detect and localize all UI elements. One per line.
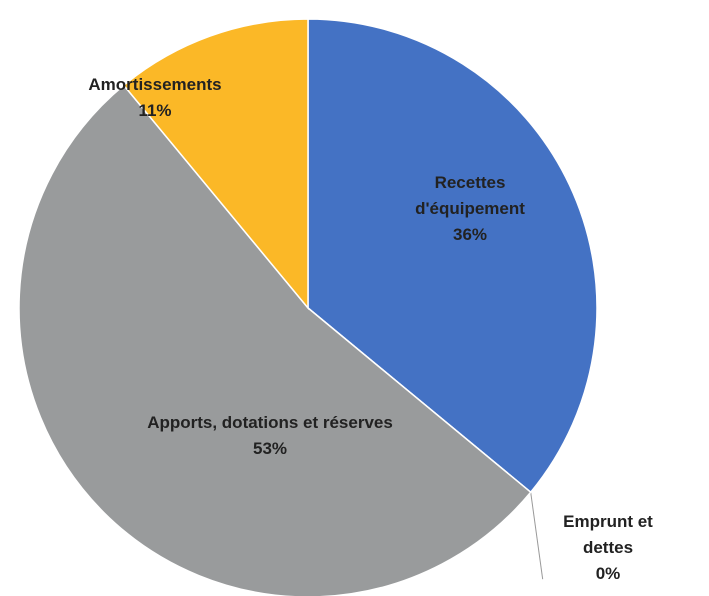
data-label: Amortissements 11% <box>55 72 255 124</box>
data-label: Recettes d'équipement 36% <box>385 170 555 248</box>
value-label: 36% <box>452 225 488 244</box>
category-label: Apports, dotations et réserves <box>147 413 393 432</box>
pie-slice <box>307 18 598 494</box>
leader-line <box>530 492 544 580</box>
data-label: Emprunt et dettes 0% <box>548 509 668 587</box>
value-label: 53% <box>252 439 288 458</box>
data-label: Apports, dotations et réserves 53% <box>140 410 400 462</box>
pie-slice <box>18 84 532 596</box>
category-label: Recettes d'équipement <box>415 173 525 218</box>
category-label: Amortissements <box>88 75 222 94</box>
pie-slice <box>122 18 309 311</box>
category-label: Emprunt et dettes <box>563 512 653 557</box>
value-label: 0% <box>595 564 621 583</box>
value-label: 11% <box>138 101 172 120</box>
